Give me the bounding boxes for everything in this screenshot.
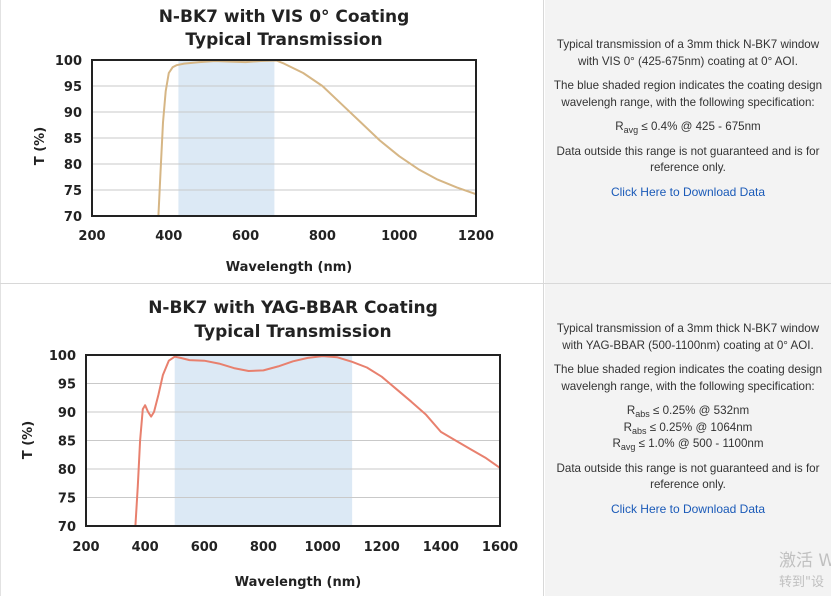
vis-xtick-label-200: 200: [78, 229, 105, 244]
yag-ytick-label-95: 95: [58, 378, 76, 393]
activation-watermark-line2: 转到"设: [779, 575, 824, 590]
yag-y-axis-label: T (%): [21, 421, 36, 459]
yag-coating-row: N-BK7 with YAG-BBAR Coating Typical Trans…: [0, 284, 831, 596]
yag-specs: Rabs ≤ 0.25% @ 532nm Rabs ≤ 0.25% @ 1064…: [547, 403, 829, 453]
yag-ytick-label-75: 75: [58, 492, 76, 507]
yag-spec-2-text: ≤ 0.25% @ 1064nm: [649, 420, 753, 434]
vis-ytick-label-85: 85: [64, 132, 82, 147]
vis-xtick-label-800: 800: [309, 229, 336, 244]
yag-ytick-label-100: 100: [49, 349, 76, 364]
vis-xtick-label-1200: 1200: [458, 229, 494, 244]
yag-ytick-label-70: 70: [58, 520, 76, 535]
yag-xtick-label-1600: 1600: [482, 540, 518, 555]
yag-spec-1-text: ≤ 0.25% @ 532nm: [653, 404, 750, 417]
yag-info-text: Typical transmission of a 3mm thick N-BK…: [547, 284, 829, 395]
vis-plot-frame: [91, 59, 477, 217]
vis-spec-symbol: R: [615, 120, 624, 133]
yag-xtick-label-1200: 1200: [364, 540, 400, 555]
vis-region-note: The blue shaded region indicates the coa…: [553, 79, 823, 109]
yag-chart-title-line-2: Typical Transmission: [194, 322, 391, 342]
vis-spec: Ravg ≤ 0.4% @ 425 - 675nm: [547, 119, 829, 136]
vis-x-axis-label: Wavelength (nm): [226, 260, 352, 275]
yag-ytick-label-90: 90: [58, 406, 76, 421]
yag-chart-title-line-1: N-BK7 with YAG-BBAR Coating: [148, 298, 438, 318]
yag-xtick-label-600: 600: [191, 540, 218, 555]
yag-spec-2-sub: abs: [632, 425, 647, 436]
yag-download-link[interactable]: Click Here to Download Data: [610, 501, 766, 516]
vis-ytick-label-75: 75: [64, 184, 82, 199]
yag-spec-3: Ravg ≤ 1.0% @ 500 - 1100nm: [547, 436, 829, 453]
yag-ytick-label-80: 80: [58, 463, 76, 478]
yag-xtick-label-800: 800: [250, 540, 277, 555]
yag-spec-3-text: ≤ 1.0% @ 500 - 1100nm: [638, 437, 764, 450]
vis-xtick-label-600: 600: [232, 229, 259, 244]
yag-x-axis-label: Wavelength (nm): [235, 575, 361, 590]
vis-ytick-label-70: 70: [64, 210, 82, 225]
vis-download-link[interactable]: Click Here to Download Data: [610, 184, 766, 199]
vis-chart-cell: N-BK7 with VIS 0° Coating Typical Transmi…: [0, 0, 544, 283]
vis-transmission-chart: N-BK7 with VIS 0° Coating Typical Transmi…: [33, 7, 494, 275]
yag-chart-cell: N-BK7 with YAG-BBAR Coating Typical Trans…: [0, 284, 544, 596]
yag-info-cell: Typical transmission of a 3mm thick N-BK…: [545, 284, 831, 596]
yag-spec-1: Rabs ≤ 0.25% @ 532nm: [547, 403, 829, 420]
yag-disclaimer: Data outside this range is not guarantee…: [556, 461, 820, 492]
vis-coating-row: N-BK7 with VIS 0° Coating Typical Transmi…: [0, 0, 831, 284]
vis-disclaimer: Data outside this range is not guarantee…: [556, 144, 820, 175]
vis-ytick-label-90: 90: [64, 106, 82, 121]
yag-disclaimer-wrap: Data outside this range is not guarantee…: [547, 461, 829, 494]
yag-spec-1-symbol: R: [626, 404, 636, 417]
vis-info-text: Typical transmission of a 3mm thick N-BK…: [547, 0, 829, 111]
yag-xtick-label-400: 400: [132, 540, 159, 555]
vis-chart-title-line-1: N-BK7 with VIS 0° Coating: [159, 7, 410, 27]
vis-xtick-label-400: 400: [155, 229, 182, 244]
yag-plot-frame: [85, 354, 501, 527]
vis-chart-title-line-2: Typical Transmission: [185, 30, 382, 50]
vis-ytick-label-100: 100: [55, 54, 82, 69]
vis-info-cell: Typical transmission of a 3mm thick N-BK…: [545, 0, 831, 283]
vis-disclaimer-wrap: Data outside this range is not guarantee…: [547, 144, 829, 177]
yag-spec-3-sub: avg: [620, 442, 636, 452]
yag-ytick-label-85: 85: [58, 435, 76, 450]
yag-description: Typical transmission of a 3mm thick N-BK…: [556, 322, 820, 352]
yag-transmission-curve: [134, 355, 501, 527]
vis-ytick-label-80: 80: [64, 158, 82, 173]
vis-y-axis-label: T (%): [33, 127, 48, 165]
yag-xtick-label-1400: 1400: [423, 540, 459, 555]
yag-spec-1-sub: abs: [635, 409, 650, 419]
yag-region-note: The blue shaded region indicates the coa…: [553, 363, 823, 393]
activation-watermark-line1: 激活 W: [779, 551, 831, 571]
vis-spec-text: ≤ 0.4% @ 425 - 675nm: [641, 120, 761, 133]
vis-description: Typical transmission of a 3mm thick N-BK…: [556, 38, 820, 68]
yag-transmission-chart: N-BK7 with YAG-BBAR Coating Typical Trans…: [21, 298, 518, 590]
yag-xtick-label-1000: 1000: [304, 540, 340, 555]
yag-spec-3-symbol: R: [612, 437, 621, 450]
yag-spec-2: Rabs ≤ 0.25% @ 1064nm: [547, 420, 829, 437]
vis-xtick-label-1000: 1000: [381, 229, 417, 244]
yag-xtick-label-200: 200: [72, 540, 99, 555]
vis-spec-sub: avg: [623, 125, 639, 135]
yag-spec-2-symbol: R: [623, 420, 633, 434]
vis-ytick-label-95: 95: [64, 80, 82, 95]
